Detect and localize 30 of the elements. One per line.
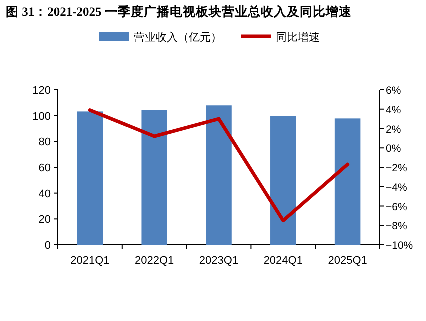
- y2-tick-label: −10%: [386, 240, 414, 252]
- y-tick-label: 40: [38, 188, 51, 200]
- line-series: [88, 108, 350, 223]
- bar: [334, 118, 361, 245]
- y2-tick-label: 2%: [386, 124, 402, 136]
- bar: [270, 116, 296, 245]
- y2-tick-label: −8%: [386, 220, 408, 233]
- x-tick-label: 2021Q1: [70, 255, 110, 267]
- y-tick-label: 120: [32, 85, 51, 97]
- y-tick-label: 20: [38, 214, 51, 226]
- y2-tick-label: 4%: [386, 104, 402, 116]
- y-tick-label: 0: [44, 240, 51, 252]
- bar: [142, 110, 168, 245]
- bar: [77, 112, 104, 245]
- x-tick-label: 2024Q1: [264, 255, 303, 267]
- x-tick-label: 2022Q1: [135, 255, 174, 267]
- y2-tick-label: −2%: [386, 162, 408, 174]
- x-tick-label: 2025Q1: [328, 255, 368, 267]
- legend-label: 同比增速: [276, 31, 320, 44]
- y-tick-label: 100: [32, 110, 51, 123]
- x-tick-label: 2023Q1: [199, 255, 239, 267]
- legend-label: 营业收入（亿元）: [134, 31, 222, 44]
- y-tick-label: 80: [38, 136, 51, 149]
- bar: [206, 106, 232, 245]
- y2-tick-label: −4%: [386, 182, 408, 194]
- y2-tick-label: 0%: [386, 143, 402, 156]
- y2-tick-label: 6%: [386, 85, 402, 97]
- y-tick-label: 60: [38, 162, 51, 174]
- chart-title: 图 31：2021-2025 一季度广播电视板块营业总收入及同比增速: [6, 4, 353, 19]
- y2-tick-label: −6%: [386, 201, 408, 214]
